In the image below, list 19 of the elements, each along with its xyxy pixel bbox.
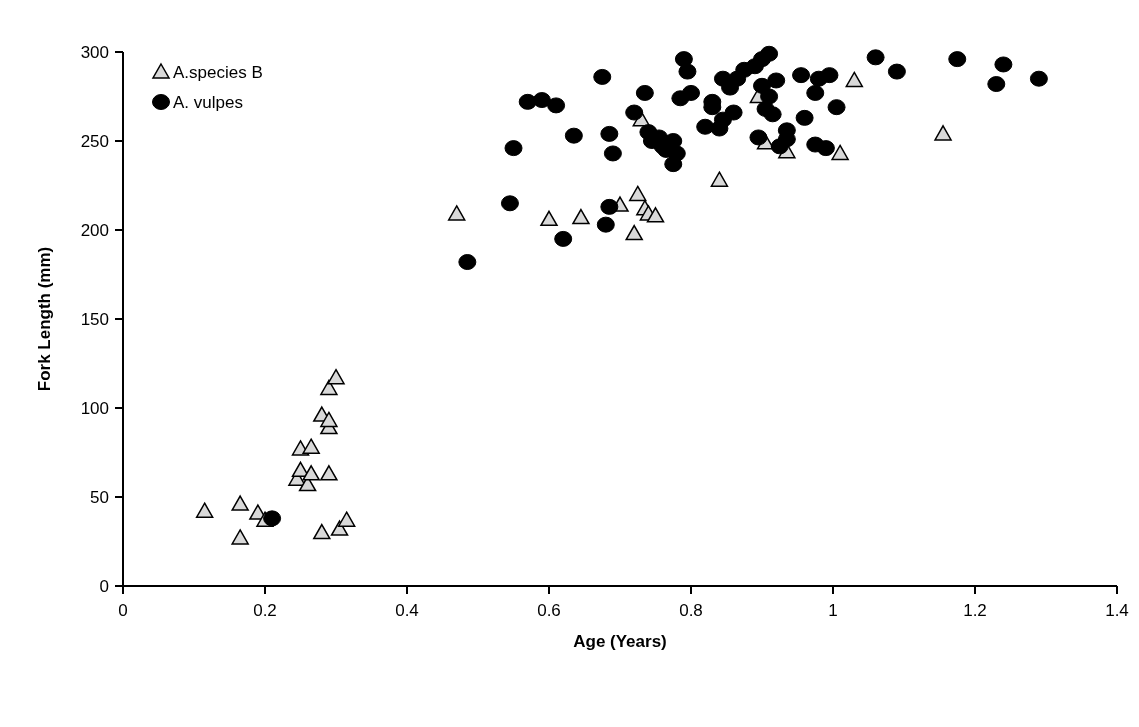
y-tick-label: 50 (90, 488, 109, 507)
legend-label: A. vulpes (173, 93, 243, 112)
x-tick-label: 0.4 (395, 601, 419, 620)
x-tick-label: 0.2 (253, 601, 277, 620)
x-tick-label: 0.6 (537, 601, 561, 620)
y-tick-label: 250 (80, 132, 109, 151)
y-axis-title: Fork Length (mm) (35, 246, 54, 392)
y-tick-label: 300 (80, 43, 109, 62)
x-tick-label: 0 (118, 601, 128, 620)
x-tick-label: 0.8 (679, 601, 703, 620)
x-tick-label: 1.4 (1105, 601, 1129, 620)
x-tick-label: 1 (828, 601, 838, 620)
legend-label: A.species B (173, 63, 263, 82)
y-tick-label: 150 (80, 310, 109, 329)
y-tick-label: 100 (80, 399, 109, 418)
y-tick-label: 200 (80, 221, 109, 240)
x-tick-label: 1.2 (963, 601, 987, 620)
x-axis-title: Age (Years) (573, 632, 667, 651)
y-tick-label: 0 (99, 577, 109, 596)
